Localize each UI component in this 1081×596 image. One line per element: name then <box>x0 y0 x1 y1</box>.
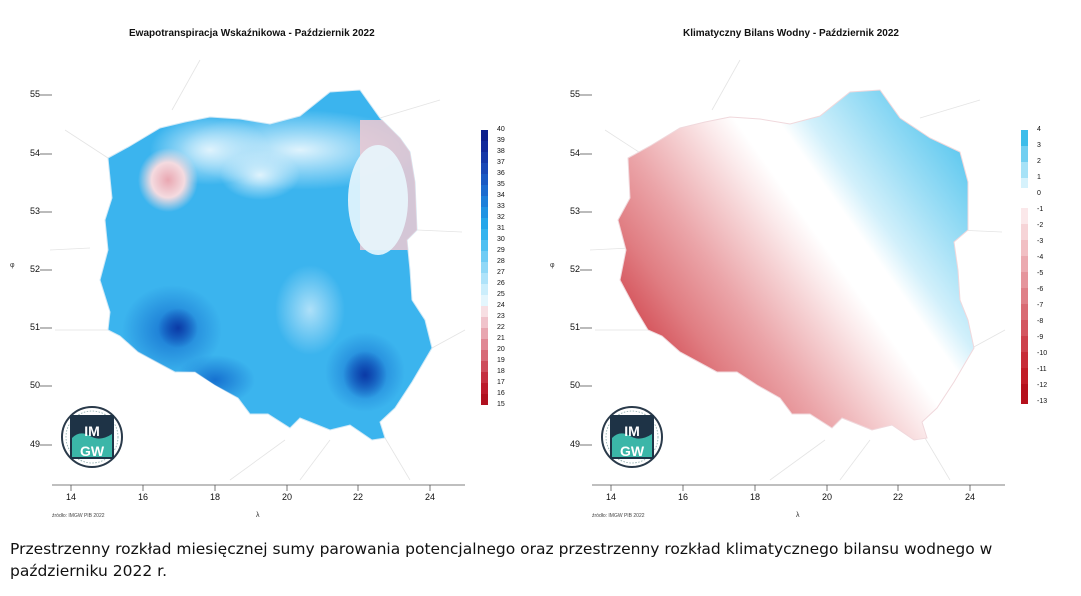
svg-text:GW: GW <box>620 443 645 459</box>
map-title: Klimatyczny Bilans Wodny - Październik 2… <box>683 28 899 39</box>
lon-tick-label: 24 <box>425 492 436 502</box>
source-note: źródło: IMGW PIB 2022 <box>592 513 645 519</box>
lat-tick-label: 49 <box>30 439 41 449</box>
lat-tick-label: 52 <box>30 264 41 274</box>
legend-label: 15 <box>497 401 505 408</box>
legend-label: 0 <box>1037 190 1041 197</box>
x-axis-label: λ <box>256 512 260 519</box>
lat-tick-label: 50 <box>570 380 581 390</box>
lat-tick-label: 50 <box>30 380 41 390</box>
legend-label: -6 <box>1037 286 1044 293</box>
lat-tick-label: 49 <box>570 439 581 449</box>
lat-tick-label: 51 <box>570 322 581 332</box>
legend-label: -4 <box>1037 254 1044 261</box>
lon-tick-label: 16 <box>678 492 689 502</box>
legend-label: 39 <box>497 137 505 144</box>
climatic-water-balance-map-panel: Klimatyczny Bilans Wodny - Październik 2… <box>540 0 1080 530</box>
lon-tick-label: 22 <box>353 492 364 502</box>
legend-label: 38 <box>497 148 505 155</box>
legend-label: -9 <box>1037 334 1044 341</box>
legend-label: -7 <box>1037 302 1044 309</box>
legend-label: 17 <box>497 379 505 386</box>
legend-label: 21 <box>497 335 505 342</box>
lon-tick-label: 22 <box>893 492 904 502</box>
lat-tick-label: 53 <box>570 206 581 216</box>
lat-tick-label: 54 <box>30 148 41 158</box>
legend-label: -12 <box>1037 382 1048 389</box>
legend-label: -13 <box>1037 398 1048 405</box>
legend-label: 31 <box>497 225 505 232</box>
legend-label: -10 <box>1037 350 1048 357</box>
lat-tick-label: 55 <box>570 89 581 99</box>
imgw-logo: IM GW <box>601 406 663 468</box>
legend-label: 27 <box>497 269 505 276</box>
legend-label: 25 <box>497 291 505 298</box>
legend-label: 34 <box>497 192 505 199</box>
lon-tick-label: 14 <box>606 492 617 502</box>
figure-caption: Przestrzenny rozkład miesięcznej sumy pa… <box>10 540 993 580</box>
legend-label: -11 <box>1037 366 1047 373</box>
legend-label: 40 <box>497 126 505 133</box>
legend-label: 24 <box>497 302 505 309</box>
lon-tick-label: 14 <box>66 492 77 502</box>
svg-text:IM: IM <box>624 423 640 439</box>
lat-tick-label: 51 <box>30 322 41 332</box>
legend-label: 20 <box>497 346 505 353</box>
x-axis-label: λ <box>796 512 800 519</box>
legend-label: -2 <box>1037 222 1044 229</box>
lat-tick-marks <box>40 94 431 491</box>
lon-tick-label: 16 <box>138 492 149 502</box>
legend-label: 4 <box>1037 126 1041 133</box>
lat-tick-label: 55 <box>30 89 41 99</box>
legend-label: 3 <box>1037 142 1041 149</box>
legend-label: 16 <box>497 390 505 397</box>
source-note: źródło: IMGW PIB 2022 <box>52 513 105 519</box>
legend-label: 19 <box>497 357 505 364</box>
legend-label: -3 <box>1037 238 1044 245</box>
legend-label: 2 <box>1037 158 1041 165</box>
legend-label: 37 <box>497 159 505 166</box>
map-title: Ewapotranspiracja Wskaźnikowa - Paździer… <box>129 28 375 39</box>
legend-label: -8 <box>1037 318 1044 325</box>
legend-label: 23 <box>497 313 505 320</box>
evapotranspiration-legend <box>481 130 488 405</box>
lon-tick-label: 18 <box>210 492 221 502</box>
legend-label: -1 <box>1037 206 1044 213</box>
lat-tick-label: 52 <box>570 264 581 274</box>
y-axis-label: φ <box>10 262 15 269</box>
lat-tick-label: 53 <box>30 206 41 216</box>
water-balance-legend <box>1021 130 1028 404</box>
lon-tick-label: 24 <box>965 492 976 502</box>
legend-label: 32 <box>497 214 505 221</box>
evapotranspiration-map-panel: Ewapotranspiracja Wskaźnikowa - Paździer… <box>0 0 540 530</box>
legend-label: 29 <box>497 247 505 254</box>
legend-label: 26 <box>497 280 505 287</box>
lon-tick-label: 18 <box>750 492 761 502</box>
svg-text:GW: GW <box>80 443 105 459</box>
legend-label: 22 <box>497 324 505 331</box>
svg-text:IM: IM <box>84 423 100 439</box>
climatic-water-balance-map: IM GW <box>580 59 1028 491</box>
imgw-logo: IM GW <box>61 406 123 468</box>
legend-label: 28 <box>497 258 505 265</box>
legend-label: 30 <box>497 236 505 243</box>
legend-label: -5 <box>1037 270 1044 277</box>
lat-tick-label: 54 <box>570 148 581 158</box>
y-axis-label: φ <box>550 262 555 269</box>
evapotranspiration-map: IM GW <box>40 59 488 491</box>
legend-label: 33 <box>497 203 505 210</box>
lon-tick-label: 20 <box>282 492 293 502</box>
lon-tick-label: 20 <box>822 492 833 502</box>
lat-tick-marks <box>580 94 971 491</box>
legend-label: 18 <box>497 368 505 375</box>
legend-label: 1 <box>1037 174 1041 181</box>
legend-label: 35 <box>497 181 505 188</box>
legend-label: 36 <box>497 170 505 177</box>
